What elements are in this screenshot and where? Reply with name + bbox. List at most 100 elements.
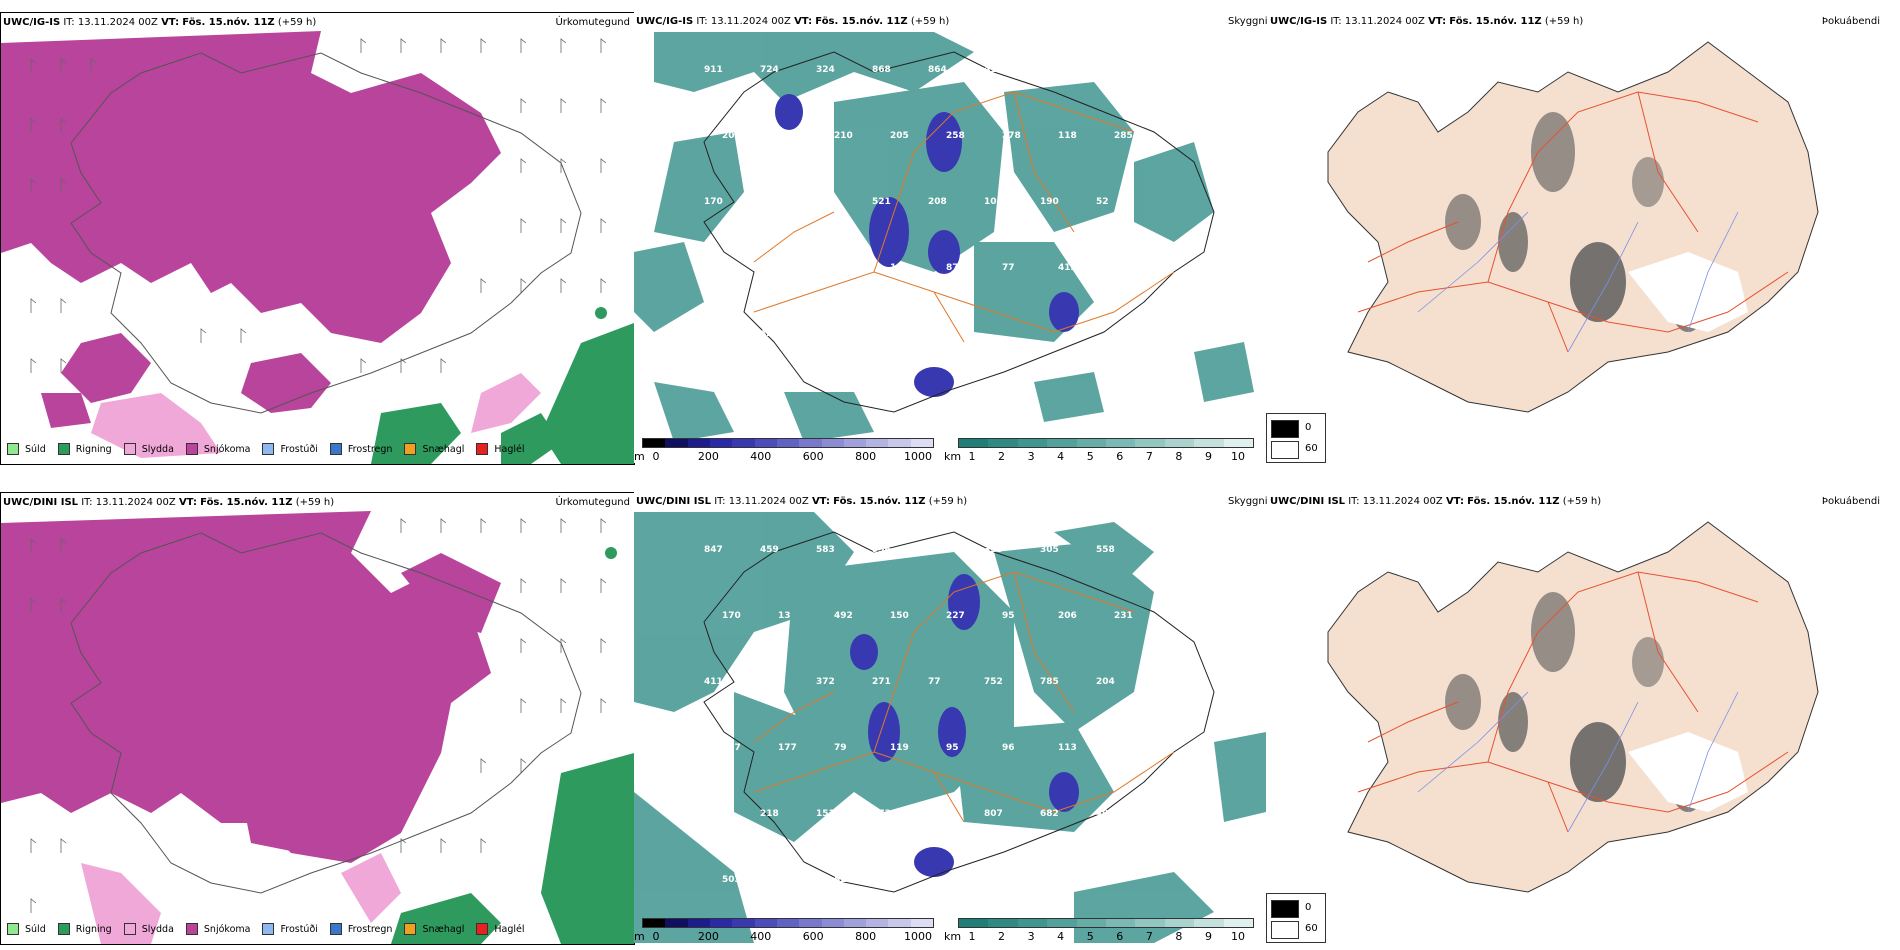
peak-label: 52: [834, 875, 847, 885]
rain-area: [391, 547, 634, 944]
peak-label: 227: [946, 611, 965, 621]
colorbar-tick: 7: [1145, 450, 1153, 463]
init-time: IT: 13.11.2024 00Z: [696, 16, 791, 27]
peak-label: 558: [1096, 545, 1115, 555]
peak-label: 103: [722, 263, 741, 273]
legend-label: Haglél: [494, 443, 525, 455]
legend-label: Snjókoma: [203, 443, 251, 455]
valid-time: Fös. 15.nóv. 11Z: [182, 17, 275, 28]
snow-area: [1, 511, 501, 863]
peak-label: 278: [1002, 131, 1021, 141]
valid-time: Fös. 15.nóv. 11Z: [833, 496, 926, 507]
colorbar-tick: 2: [998, 930, 1006, 943]
colorbar-tick: 9: [1204, 930, 1212, 943]
legend-item: Súld: [7, 443, 46, 455]
lead-time: (+59 h): [1562, 496, 1602, 507]
model-name: UWC/IG-IS: [1270, 16, 1328, 27]
panel-header: UWC/DINI ISL IT: 13.11.2024 00Z VT: Fös.…: [3, 497, 334, 508]
init-time: IT: 13.11.2024 00Z: [63, 17, 158, 28]
valid-time-label: VT:: [811, 496, 830, 507]
valid-time-label: VT:: [1445, 496, 1464, 507]
legend-swatch: [404, 923, 417, 935]
legend-label: Frostregn: [347, 443, 393, 455]
legend-light-label: 60: [1305, 923, 1318, 934]
peak-label: 911: [704, 65, 723, 75]
colorbar-tick: 3: [1027, 450, 1035, 463]
legend-label: Frostregn: [347, 923, 393, 935]
peak-label: 40: [816, 329, 829, 339]
legend-label: Snæhagl: [422, 443, 465, 455]
high-ground-area: [775, 94, 1079, 397]
peak-label: 415: [1058, 263, 1077, 273]
peak-label: 113: [1058, 743, 1077, 753]
legend-item: Rigning: [57, 923, 112, 935]
colorbar-tick: 7: [1145, 930, 1153, 943]
colorbar-scale: [642, 438, 934, 448]
colorbar-tick: 5: [1086, 930, 1094, 943]
cloud-panel-bottom: UWC/DINI ISL IT: 13.11.2024 00Z VT: Fös.…: [1268, 492, 1900, 943]
legend-dark-label: 0: [1305, 902, 1312, 913]
legend-label: Snjókoma: [203, 923, 251, 935]
peak-label: 127: [722, 743, 741, 753]
peak-label: 271: [872, 677, 891, 687]
glacier-area: [1628, 252, 1748, 332]
land-area: [1327, 521, 1819, 893]
peak-label: 864: [928, 65, 947, 75]
peak-label: 79: [834, 743, 847, 753]
legend-swatch: [123, 923, 136, 935]
peak-label: 130: [890, 263, 909, 273]
legend-label: Snæhagl: [422, 923, 465, 935]
colorbar-tick: 10: [1231, 450, 1245, 463]
peak-labels: 847 459 583 996 970 355 305 558 170 13 492 150 227 95…: [704, 545, 1133, 885]
peak-label: 35: [778, 875, 791, 885]
peak-label: 785: [1040, 677, 1059, 687]
fog-area: [1445, 112, 1706, 332]
colorbar-tick: 2: [998, 450, 1006, 463]
peak-label: 208: [928, 809, 947, 819]
precip-panel-top: UWC/IG-IS IT: 13.11.2024 00Z VT: Fös. 15…: [0, 12, 635, 465]
road-network: [753, 571, 1175, 823]
peak-label: 150: [890, 611, 909, 621]
legend-swatch: [185, 923, 198, 935]
precip-legend: Súld Rigning Slydda Snjókoma Frostúði Frostre…: [7, 443, 537, 455]
panel-title: Úrkomutegund: [555, 497, 630, 508]
precip-map-top: [1, 31, 634, 464]
valid-time-label: VT:: [794, 16, 813, 27]
legend-label: Haglél: [494, 923, 525, 935]
colorbar-tick: 10: [1231, 930, 1245, 943]
peak-label: 116: [1040, 65, 1059, 75]
legend-label: Slydda: [141, 443, 174, 455]
colorbar-tick: 1000: [904, 450, 932, 463]
cloud-map-bottom: [1327, 521, 1819, 893]
peak-label: 53: [872, 329, 885, 339]
sleet-area: [91, 373, 541, 458]
rivers: [1417, 691, 1739, 833]
peak-label: 8: [928, 329, 934, 339]
colorbar-tick: 400: [750, 450, 772, 463]
colorbar-tick: 8: [1175, 930, 1183, 943]
legend-swatch: [57, 923, 70, 935]
lead-time: (+59 h): [910, 16, 950, 27]
peak-label: 42: [760, 329, 773, 339]
rivers: [1417, 211, 1739, 353]
peak-label: 324: [816, 65, 835, 75]
legend-swatch: [476, 923, 489, 935]
valid-time-label: VT:: [178, 497, 197, 508]
land-area: [1327, 41, 1819, 413]
height-colorbar: m 0 200 400 600 800 1000: [634, 918, 934, 943]
legend-swatch: [7, 923, 19, 935]
panel-header: UWC/IG-IS IT: 13.11.2024 00Z VT: Fös. 15…: [3, 17, 316, 28]
coastline: [703, 531, 1215, 893]
legend-item: Frostregn: [329, 443, 393, 455]
legend-light-label: 60: [1305, 443, 1318, 454]
precip-map-bottom: [1, 511, 634, 944]
legend-light-box: [1271, 441, 1299, 459]
peak-label: 208: [928, 197, 947, 207]
legend-item: Haglél: [476, 923, 525, 935]
init-time: IT: 13.11.2024 00Z: [714, 496, 809, 507]
peak-label: 204: [1096, 677, 1115, 687]
colorbar-tick: 5: [1086, 450, 1094, 463]
colorbar-tick: 8: [1175, 450, 1183, 463]
legend-swatch: [262, 923, 275, 935]
